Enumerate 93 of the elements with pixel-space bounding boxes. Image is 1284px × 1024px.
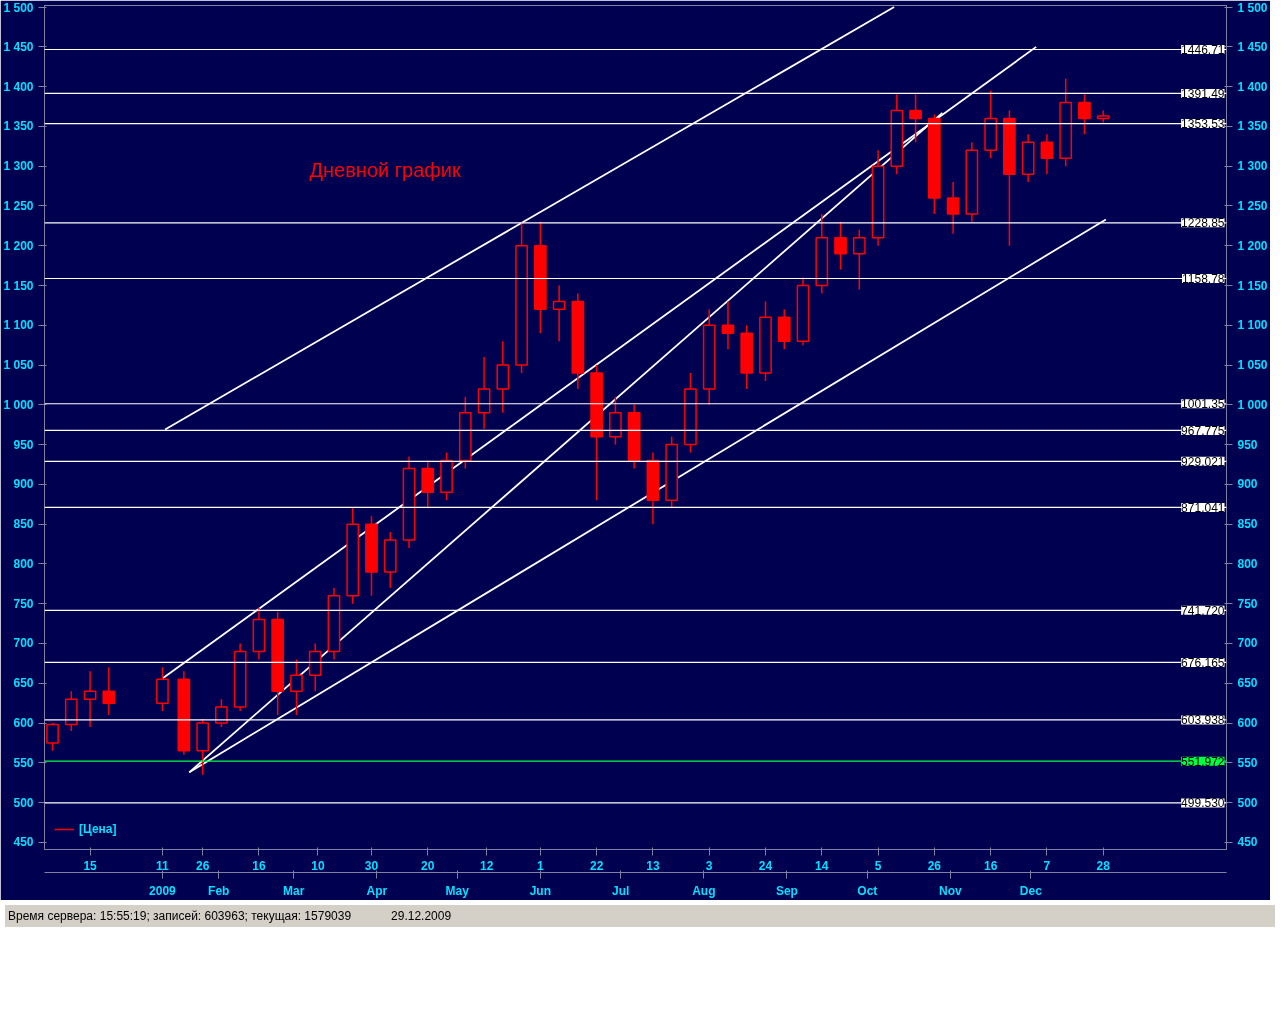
y2-tick-label: 950 bbox=[1237, 437, 1258, 452]
y-tick-label: 600 bbox=[13, 716, 34, 731]
x2-tick-label: Oct bbox=[857, 883, 878, 898]
ref-line-label: 967.775 bbox=[1181, 423, 1225, 438]
x-tick-label: 28 bbox=[1096, 858, 1111, 873]
legend-label: [Цена] bbox=[79, 822, 117, 836]
y2-tick-label: 700 bbox=[1237, 636, 1258, 651]
x2-tick-label: Jun bbox=[529, 883, 552, 898]
ref-line-label: 603.938 bbox=[1181, 713, 1225, 728]
x2-tick-label: Nov bbox=[939, 883, 963, 898]
y-tick-label: 900 bbox=[13, 477, 34, 492]
x2-tick-label: Jul bbox=[612, 883, 630, 898]
x-tick-label: 26 bbox=[927, 858, 942, 873]
ref-line-label: 929.021 bbox=[1181, 454, 1225, 469]
y-tick-label: 850 bbox=[13, 517, 34, 532]
y-tick-label: 1 400 bbox=[3, 79, 34, 94]
y-tick-label: 1 200 bbox=[3, 238, 34, 253]
y-tick-label: 1 450 bbox=[3, 39, 34, 54]
y2-tick-label: 1 250 bbox=[1237, 198, 1268, 213]
x-tick-label: 26 bbox=[195, 858, 210, 873]
ref-line-label: 551.972 bbox=[1181, 754, 1225, 769]
x-tick-label: 11 bbox=[156, 858, 170, 873]
y2-tick-label: 1 400 bbox=[1237, 79, 1268, 94]
y-tick-label: 450 bbox=[13, 835, 34, 850]
x2-tick-label: Dec bbox=[1019, 883, 1043, 898]
y-tick-label: 1 300 bbox=[3, 159, 34, 174]
y-tick-label: 950 bbox=[13, 437, 34, 452]
y2-tick-label: 850 bbox=[1237, 517, 1258, 532]
y2-tick-label: 1 500 bbox=[1237, 0, 1268, 15]
y-tick-label: 1 050 bbox=[3, 358, 34, 373]
x-tick-label: 7 bbox=[1043, 858, 1051, 873]
y-tick-label: 1 250 bbox=[3, 198, 34, 213]
y2-tick-label: 1 150 bbox=[1237, 278, 1268, 293]
y2-tick-label: 600 bbox=[1237, 716, 1258, 731]
ref-line-label: 1228.85 bbox=[1181, 216, 1225, 231]
text: Дневной график bbox=[309, 158, 461, 181]
x-tick-label: 10 bbox=[311, 858, 325, 873]
y2-tick-label: 550 bbox=[1237, 755, 1258, 770]
x-tick-label: 30 bbox=[364, 858, 379, 873]
y2-tick-label: 800 bbox=[1237, 556, 1258, 571]
y-tick-label: 1 100 bbox=[3, 318, 34, 333]
x2-tick-label: Aug bbox=[692, 883, 716, 898]
x2-tick-label: Apr bbox=[366, 883, 388, 898]
y2-tick-label: 650 bbox=[1237, 676, 1258, 691]
x-tick-label: 16 bbox=[983, 858, 998, 873]
y2-tick-label: 1 000 bbox=[1237, 397, 1268, 412]
x-tick-label: 3 bbox=[705, 858, 713, 873]
x-tick-label: 24 bbox=[758, 858, 773, 873]
ref-line-label: 1446.71 bbox=[1181, 42, 1225, 57]
ref-line-label: 1158.78 bbox=[1182, 272, 1225, 287]
y-tick-label: 1 350 bbox=[3, 119, 34, 134]
ref-line-label: 871.041 bbox=[1181, 500, 1225, 515]
text: 29.12.2009 bbox=[391, 909, 452, 923]
ref-line-label: 499.530 bbox=[1181, 796, 1225, 811]
x2-tick-label: Sep bbox=[775, 883, 798, 898]
x-tick-label: 12 bbox=[480, 858, 494, 873]
x-tick-label: 14 bbox=[815, 858, 829, 873]
y-tick-label: 750 bbox=[13, 596, 34, 611]
y2-tick-label: 750 bbox=[1237, 596, 1258, 611]
x-tick-label: 13 bbox=[646, 858, 660, 873]
x-tick-label: 1 bbox=[537, 858, 545, 873]
x2-tick-label: May bbox=[445, 883, 470, 898]
ref-line-label: 1353.53 bbox=[1181, 117, 1225, 132]
x2-tick-label: Mar bbox=[283, 883, 305, 898]
y2-tick-label: 450 bbox=[1237, 835, 1258, 850]
y-tick-label: 650 bbox=[13, 676, 34, 691]
ref-line-label: 1391.49 bbox=[1181, 86, 1225, 101]
x-tick-label: 16 bbox=[252, 858, 266, 873]
x2-tick-label: Feb bbox=[208, 883, 230, 898]
y-tick-label: 800 bbox=[13, 556, 34, 571]
y2-tick-label: 1 300 bbox=[1237, 159, 1268, 174]
x-tick-label: 20 bbox=[421, 858, 435, 873]
y2-tick-label: 1 050 bbox=[1237, 358, 1268, 373]
y-tick-label: 1 150 bbox=[3, 278, 34, 293]
ref-line-label: 1001.35 bbox=[1181, 397, 1225, 412]
y2-tick-label: 900 bbox=[1237, 477, 1258, 492]
y2-tick-label: 1 350 bbox=[1237, 119, 1268, 134]
x-tick-label: 22 bbox=[589, 858, 604, 873]
ref-line-label: 741.720 bbox=[1181, 603, 1225, 618]
x-tick-label: 15 bbox=[83, 858, 98, 873]
y2-tick-label: 1 200 bbox=[1237, 238, 1268, 253]
y-tick-label: 700 bbox=[13, 636, 34, 651]
y-tick-label: 500 bbox=[13, 795, 34, 810]
y2-tick-label: 1 100 bbox=[1237, 318, 1268, 333]
y-tick-label: 1 500 bbox=[3, 0, 34, 15]
y2-tick-label: 500 bbox=[1237, 795, 1258, 810]
y2-tick-label: 1 450 bbox=[1237, 39, 1268, 54]
x2-tick-label: 2009 bbox=[149, 883, 177, 898]
y-tick-label: 1 000 bbox=[3, 397, 34, 412]
text: Время сервера: 15:55:19; записей: 603963; текущая: 1579039 bbox=[8, 909, 352, 923]
y-tick-label: 550 bbox=[13, 755, 34, 770]
x-tick-label: 5 bbox=[874, 858, 882, 873]
ref-line-label: 676.165 bbox=[1181, 655, 1225, 670]
